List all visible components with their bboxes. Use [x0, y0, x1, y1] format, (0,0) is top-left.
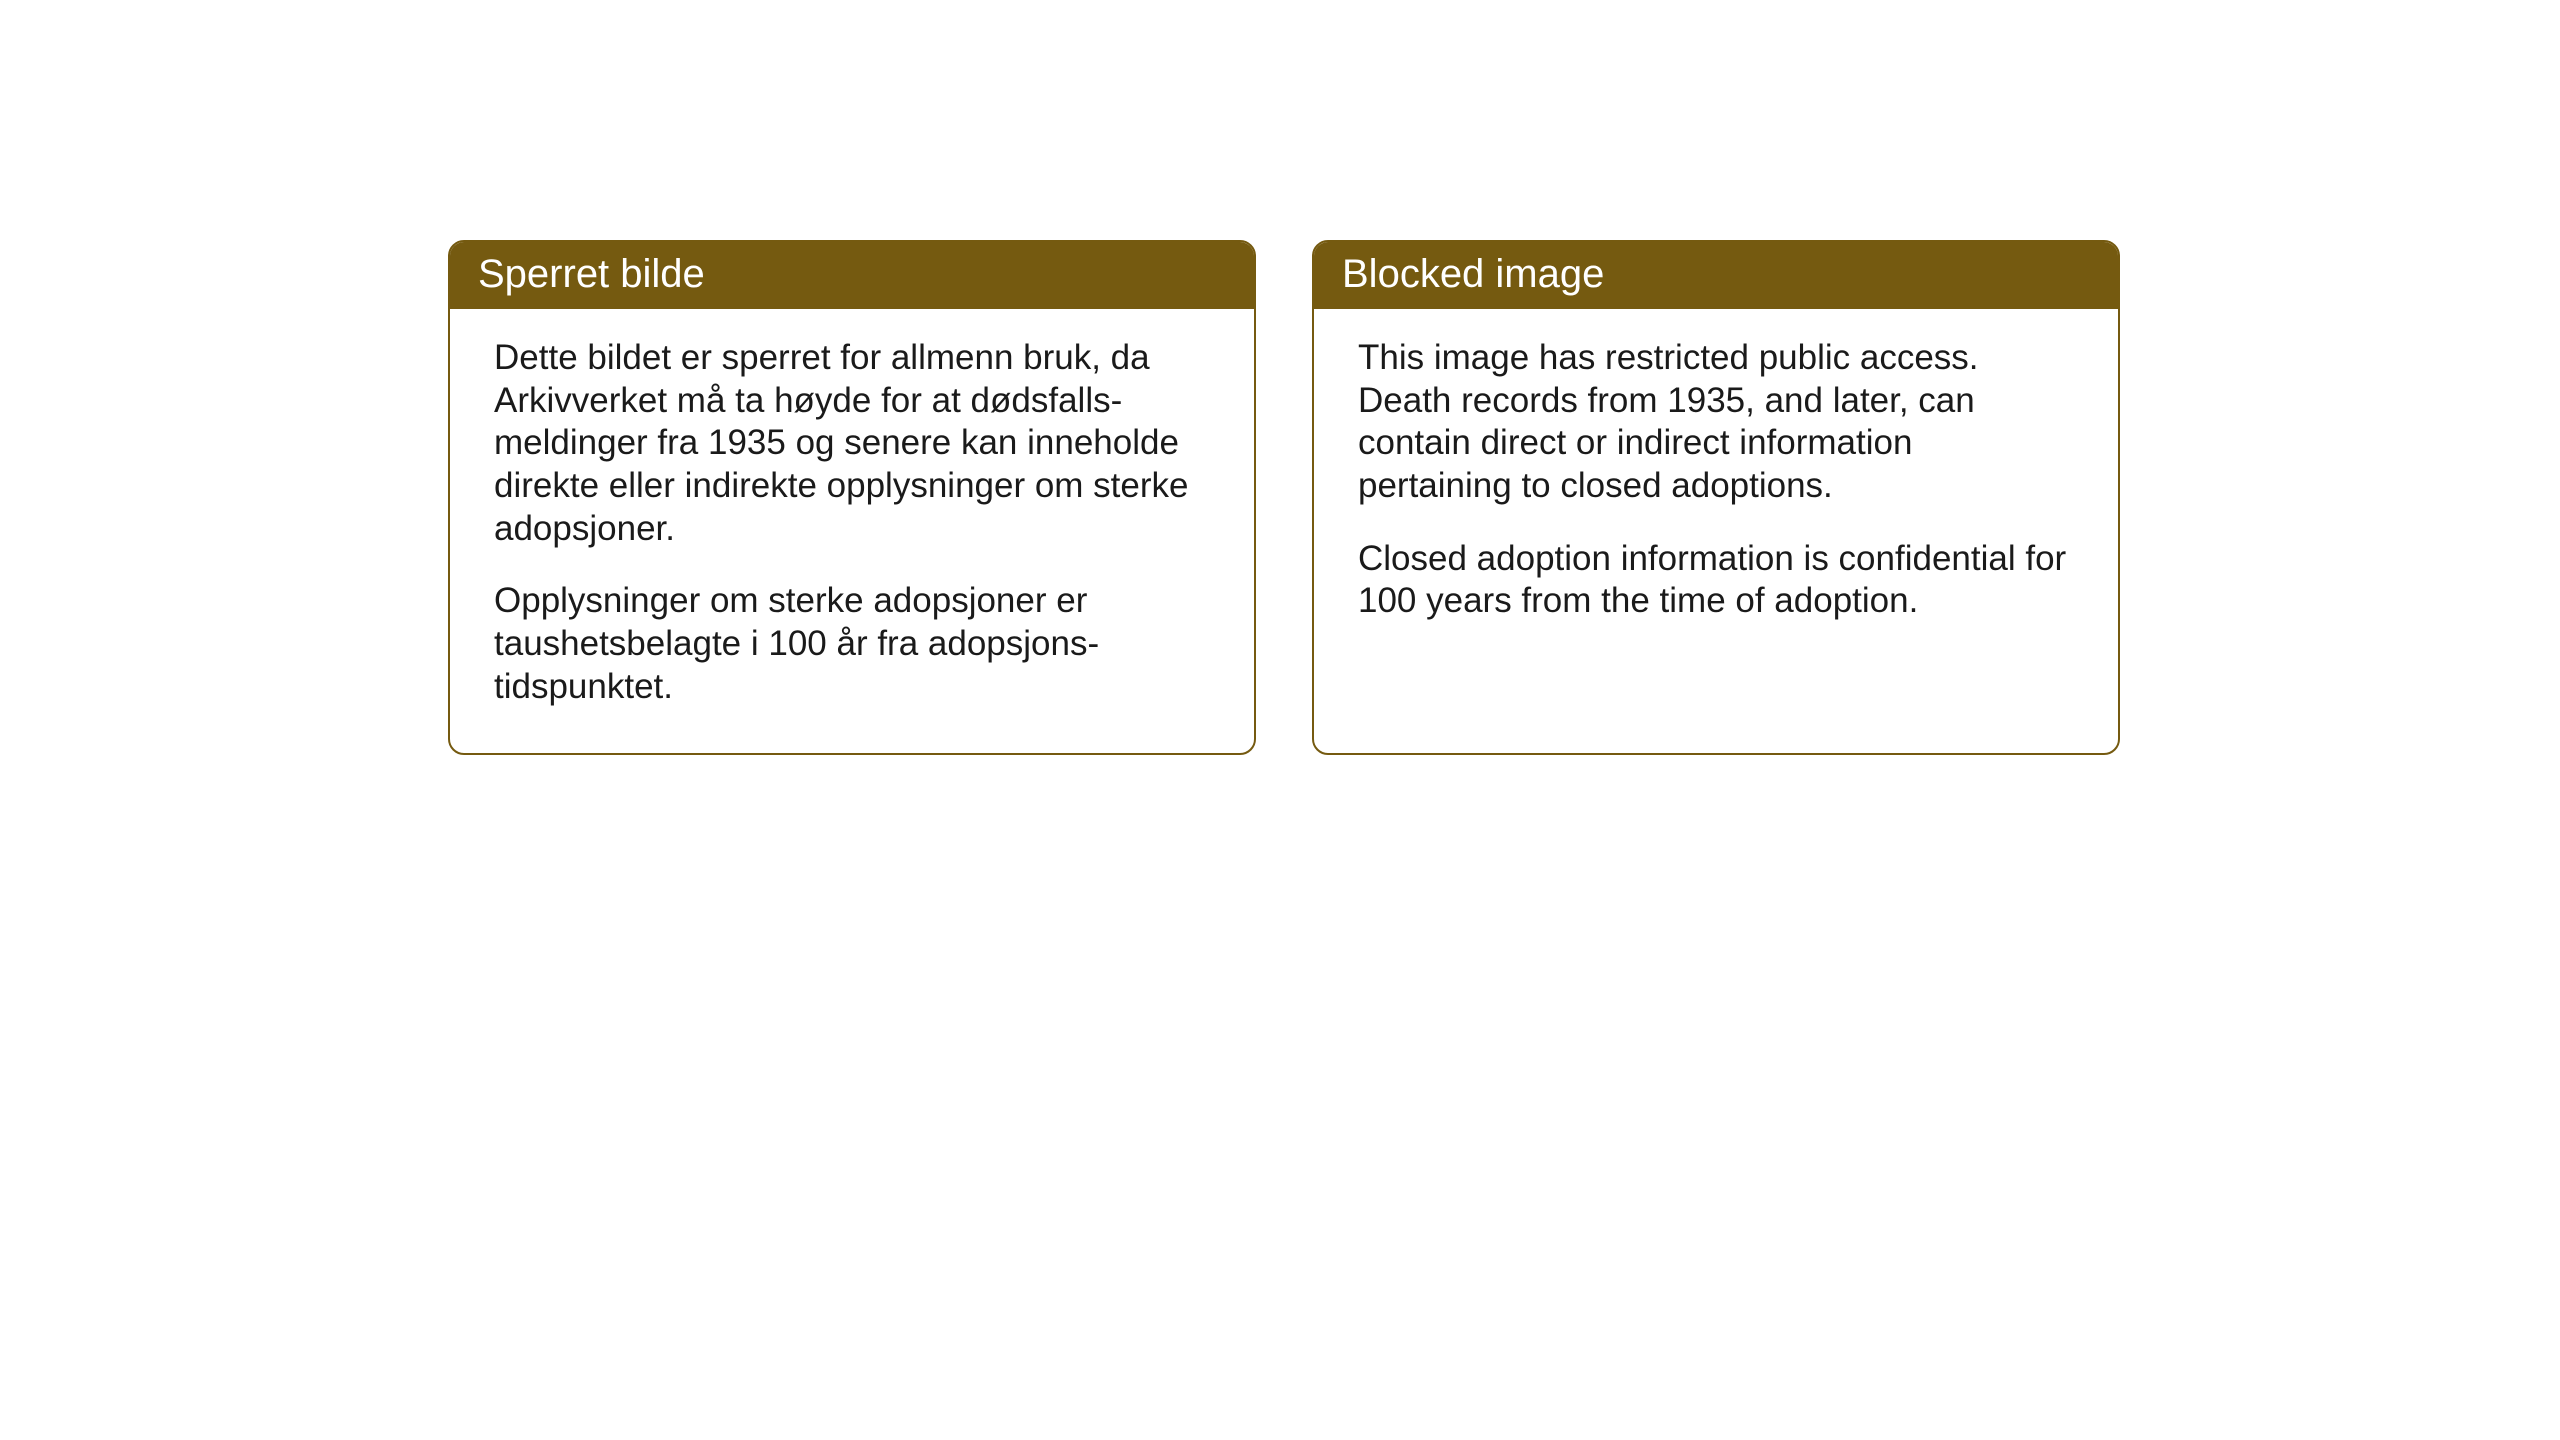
panel-english-header: Blocked image — [1314, 242, 2118, 309]
panel-english-para1: This image has restricted public access.… — [1358, 337, 2074, 508]
panel-norwegian-para1: Dette bildet er sperret for allmenn bruk… — [494, 337, 1210, 550]
panel-norwegian-body: Dette bildet er sperret for allmenn bruk… — [450, 309, 1254, 753]
panel-english: Blocked image This image has restricted … — [1312, 240, 2120, 755]
panel-norwegian: Sperret bilde Dette bildet er sperret fo… — [448, 240, 1256, 755]
panel-english-para2: Closed adoption information is confident… — [1358, 538, 2074, 623]
panel-norwegian-title: Sperret bilde — [478, 252, 705, 296]
panel-norwegian-header: Sperret bilde — [450, 242, 1254, 309]
panel-english-title: Blocked image — [1342, 252, 1604, 296]
panel-norwegian-para2: Opplysninger om sterke adopsjoner er tau… — [494, 580, 1210, 708]
panel-english-body: This image has restricted public access.… — [1314, 309, 2118, 715]
panels-container: Sperret bilde Dette bildet er sperret fo… — [448, 240, 2120, 755]
